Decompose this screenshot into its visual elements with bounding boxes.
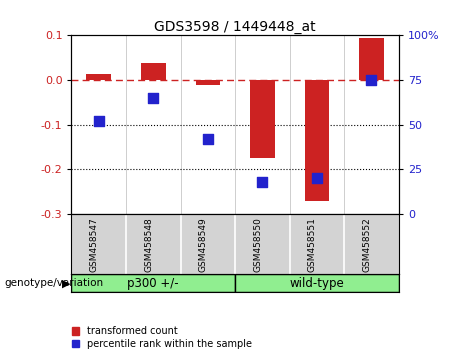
Bar xyxy=(359,38,384,80)
Text: GSM458552: GSM458552 xyxy=(362,217,372,272)
Text: ▶: ▶ xyxy=(62,278,71,288)
Bar xyxy=(87,74,111,80)
Text: wild-type: wild-type xyxy=(290,277,344,290)
Title: GDS3598 / 1449448_at: GDS3598 / 1449448_at xyxy=(154,21,316,34)
Point xyxy=(259,179,266,185)
Point xyxy=(149,95,157,101)
Point xyxy=(368,77,375,83)
Bar xyxy=(235,274,399,292)
Point xyxy=(313,176,321,181)
Text: GSM458551: GSM458551 xyxy=(308,217,317,272)
Bar xyxy=(250,80,275,158)
Point xyxy=(95,118,102,124)
Bar xyxy=(71,274,235,292)
Point xyxy=(204,136,212,142)
Bar xyxy=(195,80,220,85)
Text: p300 +/-: p300 +/- xyxy=(128,277,179,290)
Text: genotype/variation: genotype/variation xyxy=(5,278,104,288)
Bar xyxy=(141,63,165,80)
Text: GSM458549: GSM458549 xyxy=(199,217,208,272)
Text: GSM458547: GSM458547 xyxy=(90,217,99,272)
Text: GSM458550: GSM458550 xyxy=(254,217,262,272)
Legend: transformed count, percentile rank within the sample: transformed count, percentile rank withi… xyxy=(72,326,252,349)
Bar xyxy=(305,80,329,201)
Text: GSM458548: GSM458548 xyxy=(144,217,153,272)
